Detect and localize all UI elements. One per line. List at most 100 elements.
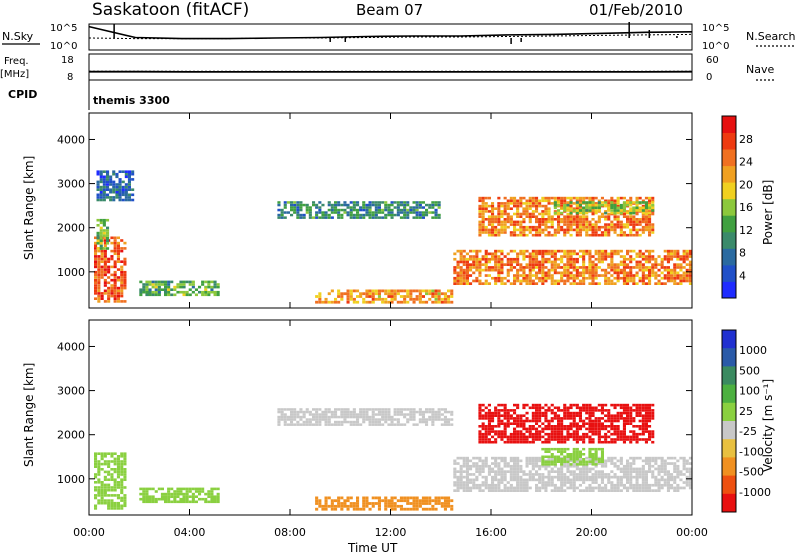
- heatmap-cell: [572, 470, 576, 473]
- heatmap-cell: [641, 276, 645, 280]
- heatmap-cell: [641, 274, 645, 277]
- heatmap-cell: [648, 199, 652, 203]
- heatmap-cell: [569, 422, 573, 425]
- heatmap-cell: [465, 489, 469, 492]
- heatmap-cell: [497, 422, 501, 425]
- heatmap-cell: [123, 276, 127, 279]
- heatmap-cell: [356, 289, 360, 293]
- heatmap-cell: [425, 418, 429, 421]
- heatmap-cell: [100, 499, 104, 502]
- heatmap-cell: [437, 213, 441, 217]
- heatmap-cell: [481, 459, 485, 463]
- heatmap-cell: [566, 432, 570, 436]
- heatmap-cell: [399, 216, 403, 219]
- heatmap-cell: [541, 220, 545, 224]
- heatmap-cell: [377, 504, 381, 508]
- heatmap-cell: [94, 249, 98, 253]
- heatmap-cell: [359, 423, 363, 426]
- heatmap-cell: [179, 290, 183, 294]
- heatmap-cell: [560, 266, 564, 269]
- heatmap-cell: [622, 467, 626, 471]
- heatmap-cell: [459, 276, 463, 280]
- heatmap-cell: [538, 406, 542, 410]
- heatmap-cell: [459, 282, 463, 285]
- heatmap-cell: [575, 403, 579, 407]
- heatmap-cell: [368, 295, 372, 298]
- heatmap-cell: [437, 418, 441, 421]
- heatmap-cell: [644, 440, 648, 444]
- ytick-label: 2000: [57, 429, 85, 442]
- heatmap-cell: [569, 483, 573, 487]
- heatmap-cell: [641, 438, 645, 441]
- heatmap-cell: [585, 225, 589, 229]
- heatmap-cell: [563, 435, 567, 439]
- heatmap-cell: [94, 255, 98, 258]
- heatmap-cell: [487, 430, 491, 433]
- heatmap-cell: [516, 432, 520, 436]
- heatmap-cell: [472, 266, 476, 269]
- heatmap-cell: [494, 252, 498, 256]
- heatmap-cell: [600, 422, 604, 425]
- heatmap-cell: [390, 297, 394, 301]
- heatmap-cell: [340, 502, 344, 505]
- heatmap-cell: [440, 423, 444, 426]
- heatmap-cell: [145, 285, 149, 289]
- heatmap-cell: [96, 196, 100, 199]
- heatmap-cell: [572, 414, 576, 417]
- heatmap-cell: [622, 279, 626, 283]
- heatmap-cell: [308, 206, 312, 209]
- heatmap-cell: [673, 282, 677, 285]
- heatmap-cell: [610, 483, 614, 487]
- heatmap-cell: [522, 207, 526, 210]
- heatmap-cell: [572, 257, 576, 261]
- heatmap-cell: [550, 489, 554, 492]
- heatmap-cell: [102, 180, 106, 184]
- heatmap-cell: [629, 218, 633, 221]
- heatmap-cell: [112, 180, 116, 184]
- heatmap-cell: [666, 483, 670, 487]
- heatmap-cell: [538, 220, 542, 224]
- heatmap-cell: [142, 492, 146, 496]
- heatmap-cell: [434, 418, 438, 421]
- heatmap-cell: [440, 504, 444, 508]
- heatmap-cell: [403, 413, 407, 416]
- heatmap-cell: [456, 274, 460, 277]
- heatmap-cell: [648, 206, 652, 210]
- heatmap-cell: [352, 423, 356, 426]
- heatmap-cell: [641, 268, 645, 272]
- heatmap-cell: [641, 199, 645, 203]
- heatmap-cell: [123, 270, 127, 274]
- heatmap-cell: [99, 229, 103, 232]
- heatmap-cell: [481, 462, 485, 465]
- heatmap-cell: [604, 231, 608, 234]
- heatmap-cell: [588, 467, 592, 471]
- heatmap-cell: [96, 239, 100, 243]
- heatmap-cell: [509, 438, 513, 441]
- heatmap-cell: [629, 199, 633, 203]
- heatmap-cell: [604, 225, 608, 229]
- heatmap-cell: [663, 473, 667, 476]
- heatmap-cell: [648, 470, 652, 473]
- heatmap-cell: [393, 418, 397, 421]
- heatmap-cell: [679, 279, 683, 283]
- heatmap-cell: [513, 266, 517, 269]
- heatmap-cell: [541, 255, 545, 258]
- heatmap-cell: [462, 459, 466, 463]
- heatmap-cell: [491, 218, 495, 221]
- heatmap-cell: [516, 279, 520, 283]
- heatmap-cell: [594, 231, 598, 234]
- heatmap-cell: [638, 266, 642, 269]
- heatmap-cell: [626, 489, 630, 492]
- heatmap-cell: [557, 425, 561, 428]
- heatmap-cell: [390, 420, 394, 424]
- heatmap-cell: [412, 289, 416, 293]
- heatmap-cell: [557, 223, 561, 226]
- heatmap-cell: [428, 410, 432, 414]
- heatmap-cell: [673, 274, 677, 277]
- heatmap-cell: [481, 268, 485, 272]
- heatmap-cell: [563, 403, 567, 407]
- heatmap-cell: [557, 467, 561, 471]
- heatmap-cell: [409, 297, 413, 301]
- heatmap-cell: [616, 417, 620, 420]
- heatmap-cell: [475, 483, 479, 487]
